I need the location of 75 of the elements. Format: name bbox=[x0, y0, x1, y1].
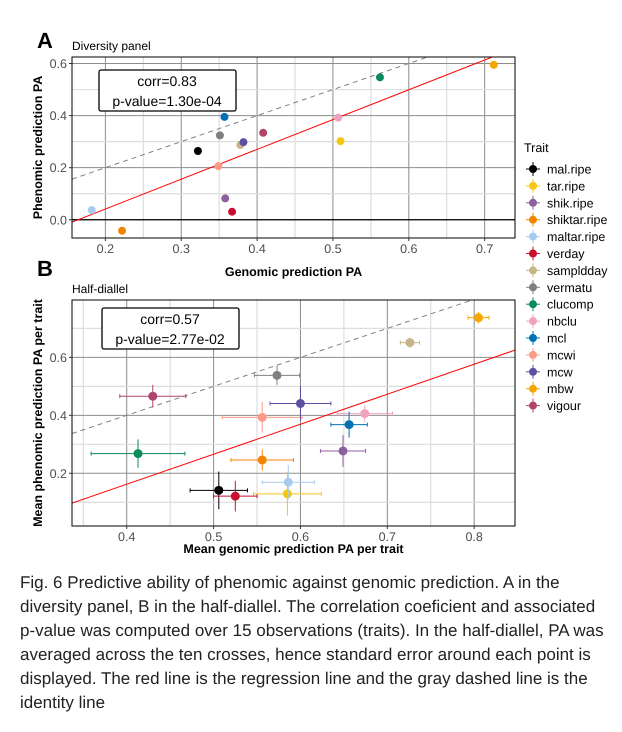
point bbox=[88, 206, 96, 214]
chart-title: B bbox=[37, 256, 53, 281]
y-tick-label: 0.2 bbox=[50, 466, 68, 481]
caption: Fig. 6 Predictive ability of phenomic against genomic prediction. A in the diversity panel, B in the half-diallel. The correlation coeficient and associated p-value was computed over 15 observations (traits). In the half-diallel, PA was averaged across the ten crosses, hence standard error around each point is displayed. The red line is the regression line and the gray dashed line is the identity line bbox=[20, 573, 604, 712]
point bbox=[296, 398, 305, 408]
x-tick-label: 0.6 bbox=[292, 530, 310, 544]
x-tick-label: 0.7 bbox=[378, 530, 396, 544]
chart-subtitle: Diversity panel bbox=[72, 39, 151, 53]
point bbox=[272, 370, 282, 380]
point bbox=[376, 73, 384, 82]
x-tick-label: 0.5 bbox=[204, 530, 222, 544]
point bbox=[214, 162, 222, 170]
x-tick-label: 0.6 bbox=[400, 242, 418, 256]
legend-label: tar.ripe bbox=[547, 179, 586, 194]
y-tick-label: 0.2 bbox=[50, 161, 68, 176]
legend-label: mcl bbox=[547, 332, 566, 346]
y-tick-label: 0.6 bbox=[50, 57, 68, 72]
x-tick-label: 0.3 bbox=[172, 242, 190, 256]
x-axis-title: Mean genomic prediction PA per trait bbox=[183, 542, 404, 556]
annotation: p-value=1.30e-04 bbox=[112, 93, 222, 109]
point bbox=[220, 112, 228, 121]
legend-label: mbw bbox=[547, 382, 574, 396]
point bbox=[148, 392, 158, 401]
legend-label: verday bbox=[547, 247, 586, 261]
legend-label: mal.ripe bbox=[547, 162, 592, 176]
y-tick-label: 0.4 bbox=[50, 109, 68, 124]
annotation: corr=0.57 bbox=[140, 311, 200, 327]
legend-label: mcwi bbox=[547, 348, 576, 362]
legend-label: shik.ripe bbox=[547, 196, 594, 210]
point bbox=[194, 147, 202, 156]
legend-label: mcw bbox=[547, 365, 574, 380]
point bbox=[405, 338, 414, 348]
chart-title: A bbox=[37, 28, 53, 53]
legend-label: shiktar.ripe bbox=[547, 213, 608, 228]
point bbox=[228, 208, 236, 216]
legend-label: sampldday bbox=[547, 264, 608, 278]
legend-label: nbclu bbox=[547, 314, 577, 329]
point bbox=[214, 486, 224, 495]
x-tick-label: 0.4 bbox=[118, 530, 136, 544]
point bbox=[258, 412, 267, 422]
point bbox=[221, 194, 230, 202]
x-tick-label: 0.2 bbox=[96, 242, 114, 256]
legend-label: clucomp bbox=[547, 298, 594, 312]
point bbox=[334, 114, 342, 122]
point bbox=[259, 128, 268, 137]
y-tick-label: 0.6 bbox=[50, 350, 68, 365]
point bbox=[338, 446, 348, 456]
legend-label: vigour bbox=[547, 399, 582, 414]
point bbox=[230, 492, 240, 501]
point bbox=[490, 60, 498, 69]
y-tick-label: 0.0 bbox=[50, 213, 68, 228]
point bbox=[258, 455, 267, 464]
annotation: p-value=2.77e-02 bbox=[115, 331, 225, 347]
legend-label: vermatu bbox=[547, 280, 592, 295]
point bbox=[336, 137, 345, 146]
point bbox=[344, 420, 354, 430]
point bbox=[134, 449, 143, 458]
chart-subtitle: Half-diallel bbox=[72, 282, 128, 296]
point bbox=[216, 131, 224, 140]
point bbox=[239, 138, 248, 146]
y-tick-label: 0.4 bbox=[50, 408, 68, 423]
annotation: corr=0.83 bbox=[137, 73, 197, 89]
y-axis-title: Phenomic prediction PA bbox=[31, 76, 45, 220]
point bbox=[284, 478, 293, 487]
legend-label: maltar.ripe bbox=[547, 230, 606, 244]
x-axis-title: Genomic prediction PA bbox=[224, 265, 362, 279]
x-tick-label: 0.7 bbox=[476, 242, 494, 256]
legend-title: Trait bbox=[524, 141, 550, 155]
x-tick-label: 0.8 bbox=[465, 530, 483, 544]
x-tick-label: 0.5 bbox=[324, 242, 342, 256]
point bbox=[474, 313, 484, 322]
point bbox=[360, 409, 370, 418]
y-axis-title: Mean phenomic prediction PA per trait bbox=[31, 298, 45, 527]
x-tick-label: 0.4 bbox=[248, 242, 266, 256]
point bbox=[118, 226, 126, 235]
